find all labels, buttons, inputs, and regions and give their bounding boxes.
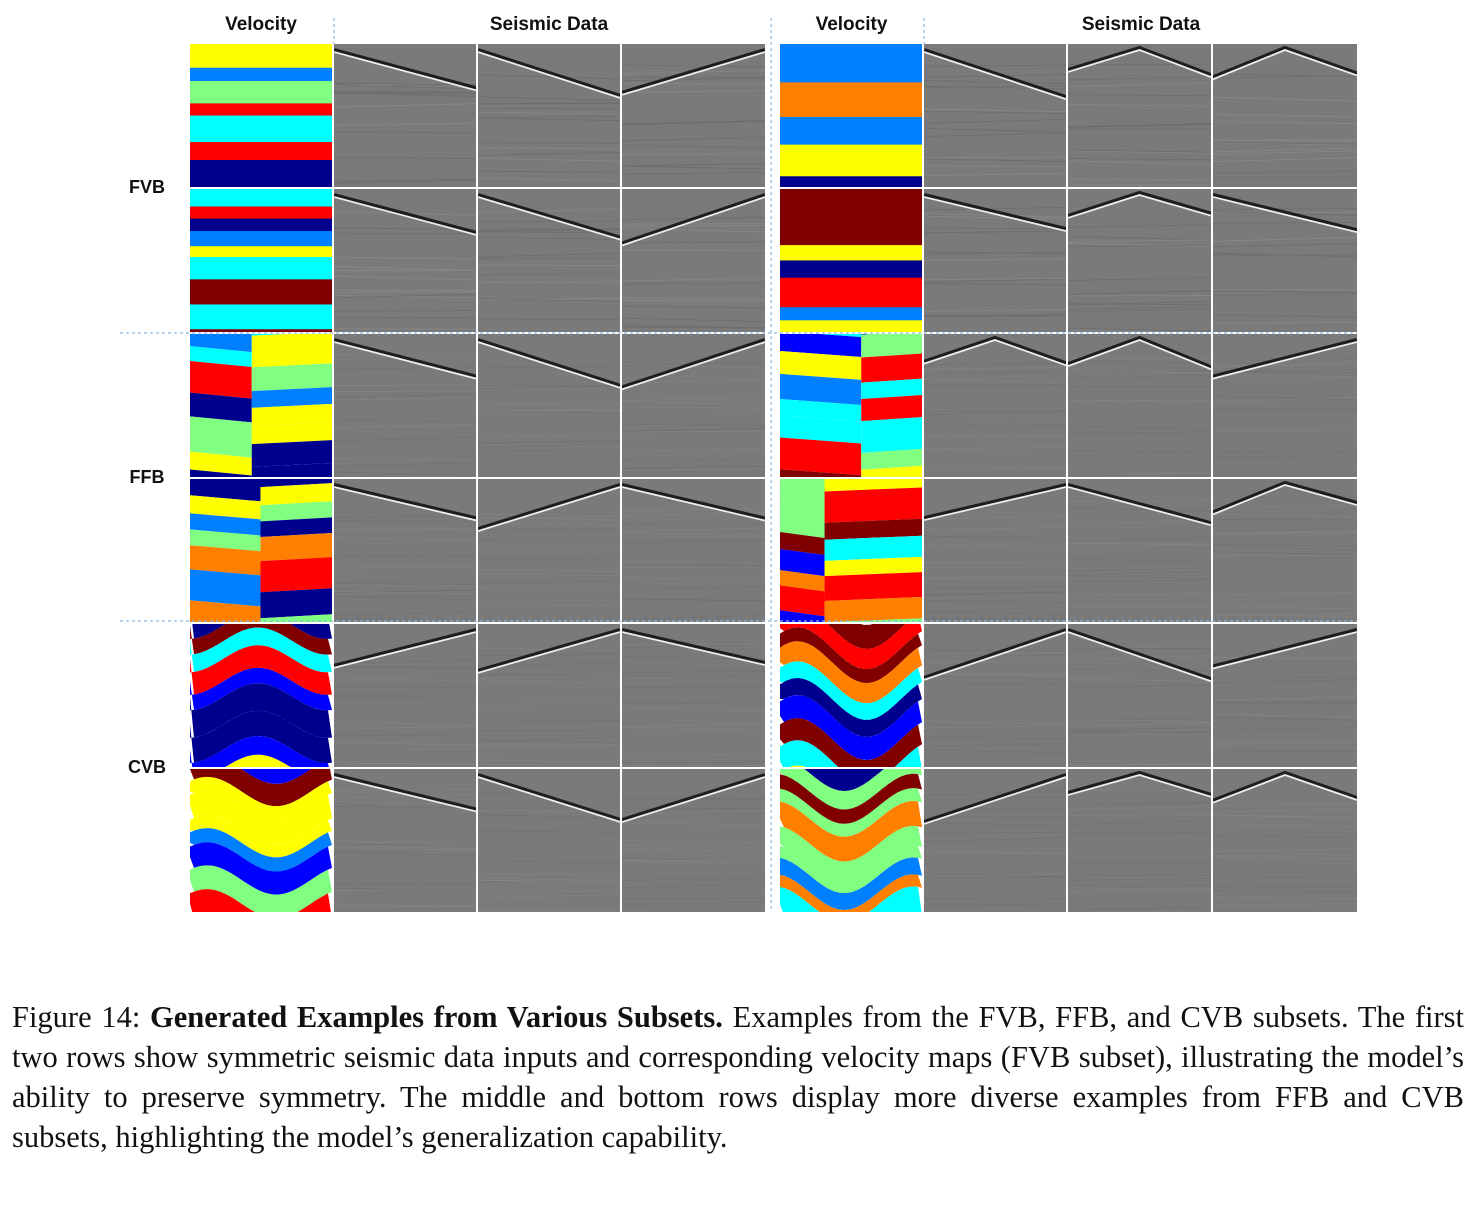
seismic-data-tile — [924, 624, 1066, 767]
velocity-map-tile — [780, 189, 922, 332]
velocity-map-tile — [190, 189, 332, 332]
seismic-data-tile — [478, 624, 620, 767]
right-example-panel — [780, 44, 1357, 912]
seismic-data-tile — [1068, 44, 1211, 187]
row-label-ffb: FFB — [129, 467, 165, 487]
seismic-data-tile — [1068, 624, 1211, 767]
seismic-data-tile — [1068, 189, 1211, 332]
velocity-map-tile — [190, 479, 332, 622]
seismic-data-tile — [924, 189, 1066, 332]
velocity-map-tile — [780, 334, 922, 477]
seismic-data-tile — [478, 189, 620, 332]
seismic-data-tile — [478, 334, 620, 477]
seismic-data-tile — [1068, 769, 1211, 912]
seismic-data-tile — [924, 769, 1066, 912]
seismic-data-tile — [924, 479, 1066, 622]
velocity-map-tile — [780, 769, 922, 912]
figure-grid: Velocity Seismic Data Velocity Seismic D… — [120, 14, 1357, 912]
seismic-data-tile — [1068, 334, 1211, 477]
seismic-data-tile — [1213, 769, 1357, 912]
column-header-velocity-left: Velocity — [225, 14, 297, 35]
column-header-seismic-right: Seismic Data — [1081, 14, 1201, 35]
seismic-data-tile — [1213, 189, 1357, 332]
caption-title: Generated Examples from Various Subsets. — [150, 1000, 723, 1034]
column-header-velocity-right: Velocity — [815, 14, 888, 35]
seismic-data-tile — [334, 44, 476, 187]
row-label-cvb: CVB — [127, 757, 166, 777]
seismic-data-tile — [478, 44, 620, 187]
seismic-data-tile — [622, 479, 765, 622]
row-label-fvb: FVB — [129, 177, 165, 197]
figure-caption: Figure 14: Generated Examples from Vario… — [12, 997, 1464, 1157]
caption-body: Examples from the FVB, FFB, and CVB subs… — [12, 1000, 1465, 1154]
seismic-data-tile — [1068, 479, 1211, 622]
velocity-map-tile — [780, 44, 922, 187]
velocity-map-tile — [190, 769, 332, 912]
seismic-data-tile — [924, 334, 1066, 477]
velocity-map-tile — [190, 44, 332, 187]
seismic-data-tile — [478, 479, 620, 622]
velocity-map-tile — [190, 334, 332, 477]
velocity-map-tile — [190, 624, 332, 767]
velocity-map-tile — [780, 624, 922, 767]
seismic-data-tile — [1213, 334, 1357, 477]
seismic-data-tile — [622, 334, 765, 477]
seismic-data-tile — [334, 334, 476, 477]
seismic-data-tile — [334, 189, 476, 332]
seismic-data-tile — [334, 769, 476, 912]
seismic-data-tile — [622, 624, 765, 767]
velocity-map-tile — [780, 479, 922, 622]
caption-label: Figure 14: — [12, 1000, 141, 1034]
seismic-data-tile — [1213, 624, 1357, 767]
seismic-data-tile — [334, 479, 476, 622]
seismic-data-tile — [1213, 44, 1357, 187]
column-header-seismic-left: Seismic Data — [489, 14, 609, 35]
seismic-data-tile — [1213, 479, 1357, 622]
seismic-data-tile — [622, 44, 765, 187]
seismic-data-tile — [622, 189, 765, 332]
seismic-data-tile — [334, 624, 476, 767]
seismic-data-tile — [622, 769, 765, 912]
seismic-data-tile — [924, 44, 1066, 187]
left-example-panel — [190, 44, 765, 912]
seismic-data-tile — [478, 769, 620, 912]
